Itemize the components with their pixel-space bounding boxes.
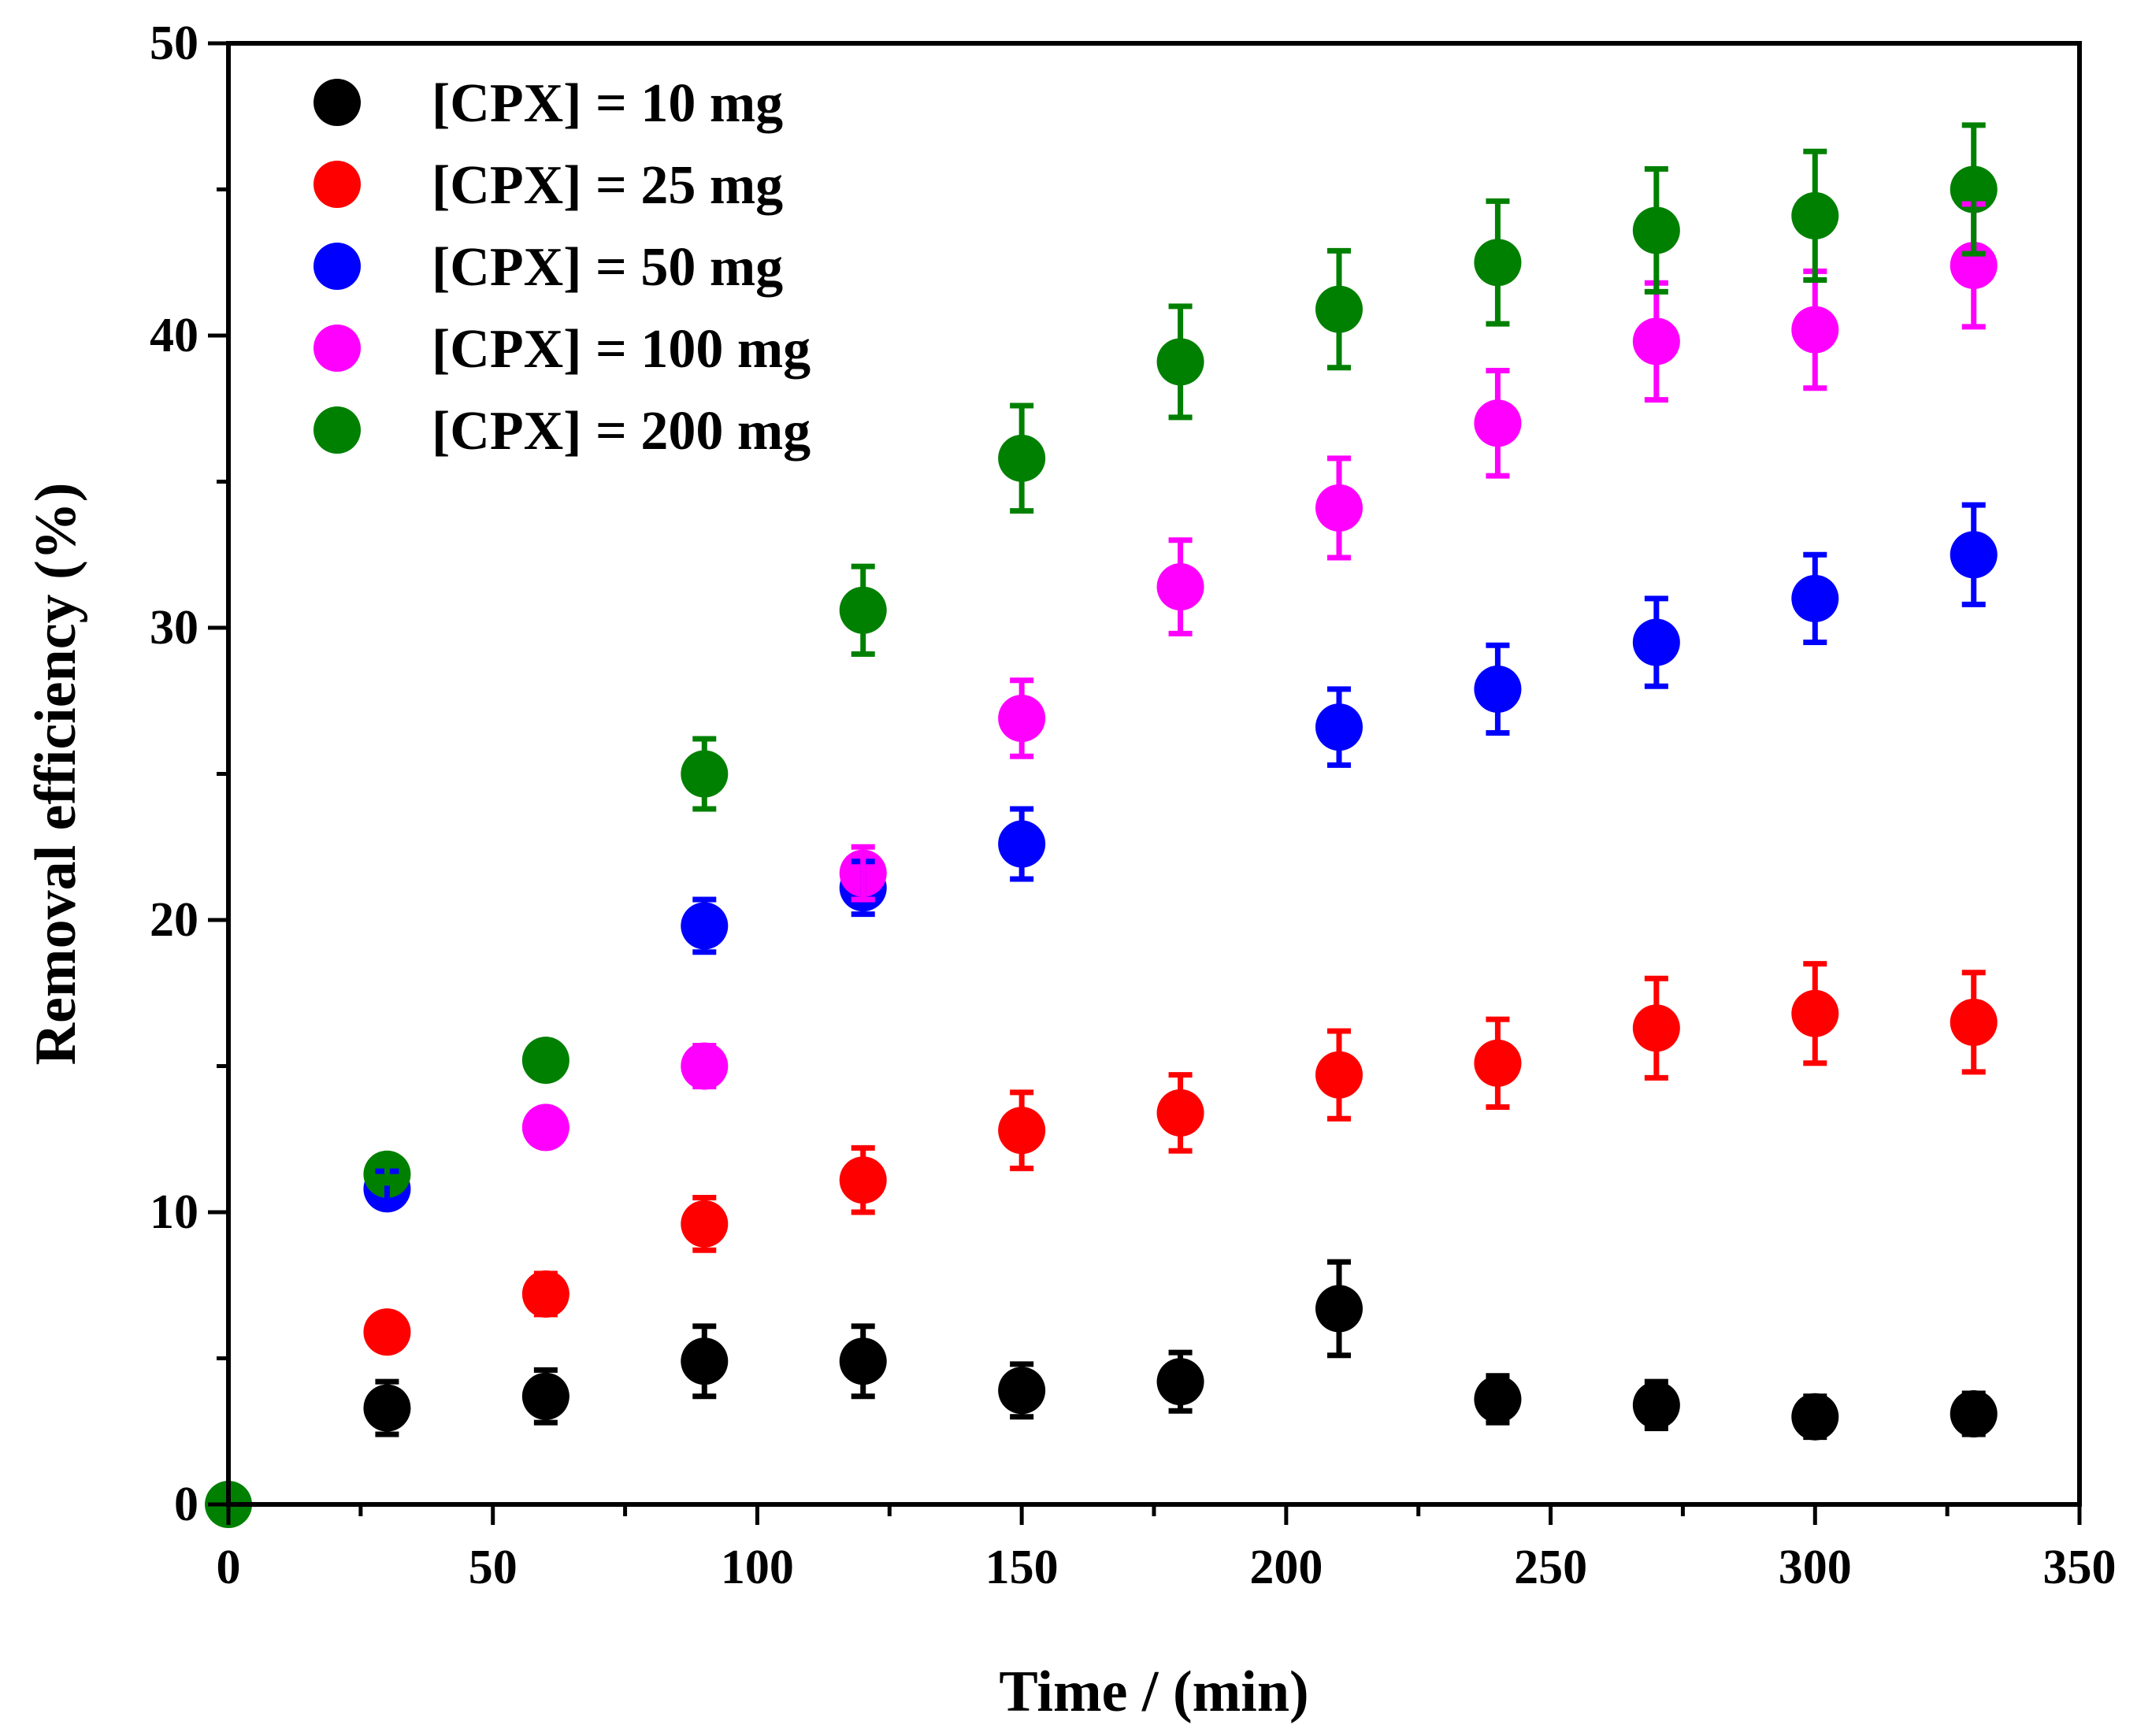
y-tick-label: 20	[150, 893, 198, 947]
legend-label: [CPX] = 200 mg	[432, 401, 811, 462]
legend-item: [CPX] = 10 mg	[314, 73, 783, 134]
y-axis-title: Removal efficiency (%)	[24, 483, 88, 1066]
error-bar	[851, 1144, 875, 1215]
error-bar	[1327, 686, 1351, 768]
x-tick-label: 50	[469, 1541, 518, 1594]
error-bar	[1961, 970, 1986, 1075]
legend-marker	[314, 161, 361, 208]
error-bar	[692, 1043, 717, 1089]
x-axis-title: Time / (min)	[999, 1660, 1308, 1724]
error-bar	[1010, 1089, 1034, 1171]
legend-marker	[314, 79, 361, 126]
legend-item: [CPX] = 200 mg	[314, 401, 811, 462]
error-bar	[1168, 537, 1193, 636]
error-bar	[851, 563, 875, 657]
error-bar	[692, 896, 717, 955]
error-bar	[692, 1194, 717, 1253]
error-bar	[851, 1323, 875, 1400]
error-bar	[692, 736, 717, 812]
error-bar	[375, 1163, 399, 1186]
error-bar	[1168, 303, 1193, 421]
x-axis: 0 50 100 150 200 250 300 350	[217, 1504, 2117, 1594]
legend-item: [CPX] = 50 mg	[314, 237, 783, 298]
error-bar	[1486, 642, 1510, 736]
error-bar	[1010, 677, 1034, 759]
error-bar	[1803, 148, 1827, 284]
error-bar	[1010, 402, 1034, 514]
error-bar	[533, 1110, 558, 1145]
y-tick-label: 40	[150, 309, 198, 362]
error-bar	[533, 1040, 558, 1081]
error-bar	[1644, 1378, 1668, 1432]
error-bar	[1486, 1373, 1510, 1426]
y-tick-label: 30	[150, 601, 198, 655]
error-bar	[1961, 1390, 1986, 1437]
x-tick-label: 250	[1514, 1541, 1587, 1594]
error-bar	[1010, 806, 1034, 882]
x-tick-label: 200	[1249, 1541, 1323, 1594]
x-tick-label: 0	[217, 1541, 241, 1594]
legend-item: [CPX] = 25 mg	[314, 155, 783, 216]
error-bar	[851, 844, 875, 903]
x-tick-label: 350	[2043, 1541, 2117, 1594]
legend-marker	[314, 243, 361, 290]
legend-label: [CPX] = 100 mg	[432, 319, 811, 380]
error-bar	[375, 1317, 399, 1347]
error-bar	[1486, 1016, 1510, 1110]
legend-label: [CPX] = 25 mg	[432, 155, 783, 216]
error-bar	[1486, 198, 1510, 327]
x-tick-label: 150	[985, 1541, 1059, 1594]
legend-item: [CPX] = 100 mg	[314, 319, 811, 380]
legend: [CPX] = 10 mg [CPX] = 25 mg [CPX] = 50 mg […	[314, 73, 811, 462]
error-bar	[1803, 551, 1827, 646]
error-bar	[1327, 1028, 1351, 1122]
error-bar	[1327, 1259, 1351, 1359]
error-bar	[1803, 961, 1827, 1066]
y-tick-label: 50	[150, 17, 198, 70]
error-bar	[1644, 975, 1668, 1081]
error-bars	[375, 122, 1986, 1441]
legend-marker	[314, 325, 361, 372]
legend-label: [CPX] = 10 mg	[432, 73, 783, 134]
error-bar	[1486, 368, 1510, 479]
legend-label: [CPX] = 50 mg	[432, 237, 783, 298]
legend-marker	[314, 406, 361, 454]
y-tick-label: 10	[150, 1185, 198, 1239]
y-axis: 0 10 20 30 40 50	[150, 17, 228, 1531]
error-bar	[1961, 502, 1986, 607]
error-bar	[1803, 1393, 1827, 1441]
error-bar	[692, 1323, 717, 1400]
error-bar	[1644, 595, 1668, 689]
error-bar	[1961, 122, 1986, 257]
error-bar	[533, 1270, 558, 1318]
error-bar	[1010, 1361, 1034, 1420]
error-bar	[1644, 166, 1668, 295]
error-bar	[1327, 455, 1351, 561]
error-bar	[375, 1378, 399, 1437]
error-bar	[1168, 1072, 1193, 1154]
error-bar	[1327, 247, 1351, 371]
error-bar	[1168, 1349, 1193, 1414]
x-tick-label: 300	[1779, 1541, 1852, 1594]
x-tick-label: 100	[721, 1541, 794, 1594]
error-bar	[533, 1367, 558, 1426]
y-tick-label: 0	[174, 1478, 198, 1531]
